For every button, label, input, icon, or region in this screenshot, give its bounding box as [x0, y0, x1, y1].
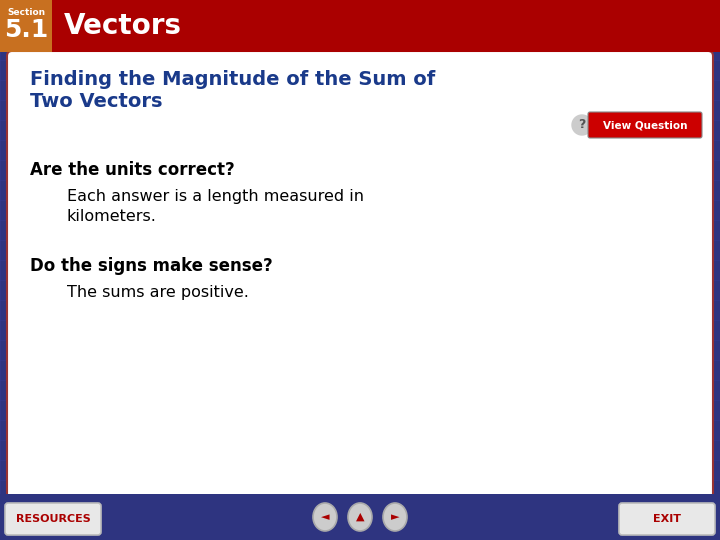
FancyBboxPatch shape — [0, 0, 52, 52]
Text: View Question: View Question — [603, 120, 688, 130]
FancyBboxPatch shape — [5, 503, 101, 535]
Text: ▲: ▲ — [356, 512, 364, 522]
Text: Finding the Magnitude of the Sum of: Finding the Magnitude of the Sum of — [30, 70, 436, 89]
FancyBboxPatch shape — [0, 494, 720, 540]
Text: RESOURCES: RESOURCES — [16, 514, 91, 524]
Text: Two Vectors: Two Vectors — [30, 92, 163, 111]
Text: EXIT: EXIT — [653, 514, 681, 524]
Circle shape — [572, 115, 592, 135]
Text: ?: ? — [578, 118, 585, 132]
FancyBboxPatch shape — [588, 112, 702, 138]
Text: Are the units correct?: Are the units correct? — [30, 161, 235, 179]
Ellipse shape — [348, 503, 372, 531]
Text: Each answer is a length measured in: Each answer is a length measured in — [67, 189, 364, 204]
Text: ►: ► — [391, 512, 400, 522]
Text: ◄: ◄ — [320, 512, 329, 522]
FancyBboxPatch shape — [619, 503, 715, 535]
Text: Do the signs make sense?: Do the signs make sense? — [30, 257, 273, 275]
Text: 5.1: 5.1 — [4, 18, 48, 42]
Text: Section: Section — [7, 8, 45, 17]
Ellipse shape — [383, 503, 407, 531]
Text: Vectors: Vectors — [64, 12, 182, 40]
FancyBboxPatch shape — [7, 51, 713, 499]
Text: kilometers.: kilometers. — [67, 209, 157, 224]
FancyBboxPatch shape — [0, 0, 720, 52]
Ellipse shape — [313, 503, 337, 531]
Text: The sums are positive.: The sums are positive. — [67, 285, 249, 300]
